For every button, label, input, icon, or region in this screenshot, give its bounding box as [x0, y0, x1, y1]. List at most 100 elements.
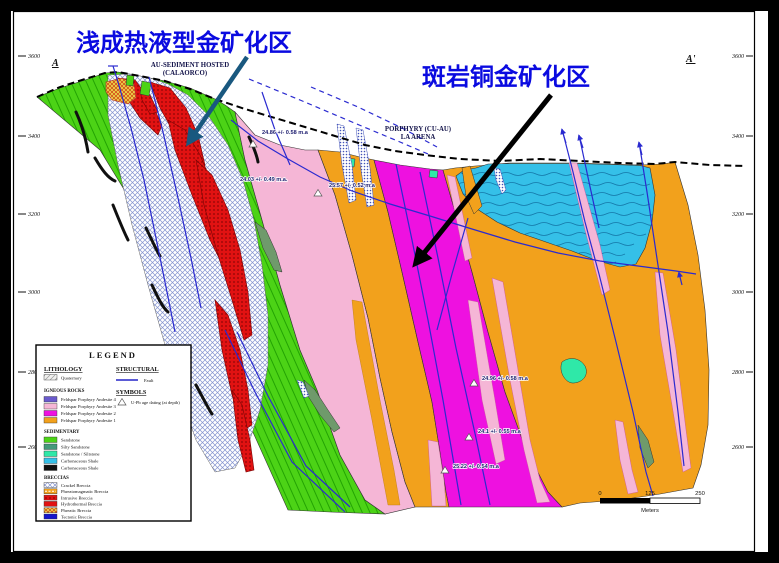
- porphyry-pointer-arrow: [412, 93, 553, 268]
- legend-igneous-header: IGNEOUS ROCKS: [44, 389, 85, 394]
- au-sediment-hosted-label: AU-SEDIMENT HOSTED: [151, 62, 229, 69]
- scale-tick-125: 125: [645, 491, 655, 497]
- calaorco-label: (CALAORCO): [163, 70, 207, 77]
- legend-item: Hydrothermal Breccia: [61, 502, 102, 507]
- scale-unit-label: Meters: [641, 508, 659, 514]
- age-label: 24.1 +/- 0.55 m.a: [478, 429, 522, 435]
- sandstone-siltstone-blob: [560, 358, 587, 384]
- elev-right-2800: 2800: [732, 370, 744, 376]
- section-marker-a: A: [51, 58, 59, 69]
- sandstone-key-2: [125, 74, 135, 87]
- legend-item: Carbonaceous Shale: [61, 466, 98, 471]
- scale-bar-white-half: [649, 497, 701, 504]
- upb-triangle-sample: [117, 397, 127, 406]
- legend-item: Feldspar Porphyry Andesite 4: [61, 397, 116, 402]
- elev-left-3400: 3400: [27, 133, 40, 140]
- swatch-andesite3: [43, 403, 58, 410]
- legend-item: Sandstone / Siltstone: [61, 452, 100, 457]
- swatch-carbonaceous-shale: [43, 457, 58, 464]
- legend-box: LEGEND LITHOLOGY Quaternary IGNEOUS ROCK…: [35, 344, 192, 522]
- swatch-intrusive-breccia: [43, 494, 58, 501]
- legend-item: Feldspar Porphyry Andesite 2: [61, 411, 116, 416]
- elev-right-3400: 3400: [731, 133, 744, 140]
- legend-item: Carbonaceous Shale: [61, 459, 98, 464]
- swatch-crackel-breccia: [43, 482, 58, 488]
- orange-ribbon: [351, 299, 401, 506]
- legend-structural-header: STRUCTURAL: [116, 366, 159, 373]
- scale-tick-250: 250: [695, 491, 705, 497]
- elev-right-3000: 3000: [731, 290, 744, 296]
- legend-item: Crackel Breccia: [61, 483, 90, 488]
- swatch-andesite4: [43, 396, 58, 403]
- legend-breccias-header: BRECCIAS: [44, 476, 69, 481]
- elevation-axis-left: 3600 3400 3200 3000 2800 2600: [18, 54, 40, 451]
- epithermal-zone-title: 浅成热液型金矿化区: [76, 29, 292, 57]
- sandstone-siltstone-small-2: [428, 169, 439, 179]
- elev-right-3200: 3200: [731, 212, 744, 218]
- legend-lithology-header: LITHOLOGY: [44, 366, 83, 373]
- age-label: 24.03 +/- 0.49 m.a.: [240, 177, 288, 183]
- swatch-quaternary: [43, 374, 58, 381]
- scale-bar: 0 125 250 Meters: [598, 491, 704, 514]
- age-label: 24.96 +/- 0.58 m.a: [482, 376, 529, 382]
- age-label: 25.22 +/- 0.54 m.a: [453, 464, 500, 470]
- swatch-andesite2: [43, 410, 58, 417]
- hydrothermal-breccia-bodies: [117, 77, 255, 473]
- swatch-sandstone-siltstone: [43, 450, 58, 457]
- legend-item: Sandstone: [61, 438, 80, 443]
- elev-left-3200: 3200: [27, 212, 40, 218]
- legend-symbols-header: SYMBOLS: [116, 389, 147, 396]
- upb-triangles: [248, 139, 479, 474]
- legend-item: Phreatic Breccia: [61, 508, 91, 513]
- swatch-andesite1: [43, 417, 58, 424]
- swatch-carbonaceous-dark: [43, 464, 58, 471]
- inner-frame: [12, 10, 756, 553]
- scale-tick-0: 0: [598, 491, 601, 497]
- porphyry-zone-title: 斑岩铜金矿化区: [422, 63, 590, 91]
- swatch-silty-sandstone: [43, 443, 58, 450]
- epithermal-pointer-arrow: [185, 55, 249, 147]
- legend-item-upb: U-Pb age dating (at depth): [131, 400, 180, 405]
- elevation-axis-right: 3600 3400 3200 3000 2800 2600: [731, 54, 753, 451]
- legend-title: LEGEND: [89, 350, 137, 360]
- swatch-phreatic-breccia: [43, 507, 58, 513]
- elev-left-3600: 3600: [27, 54, 40, 60]
- section-marker-a-prime: A': [685, 54, 696, 65]
- silty-sandstone-lens-1: [254, 221, 283, 273]
- legend-item: Intrusive Breccia: [61, 495, 93, 500]
- porphyry-cu-au-label: PORPHYRY (CU-AU): [385, 126, 451, 133]
- deposit-labels: AU-SEDIMENT HOSTED (CALAORCO) PORPHYRY (…: [151, 62, 451, 141]
- age-label: 25.57 +/- 0.52 m.a: [329, 183, 376, 189]
- topography-dashed-line: [36, 70, 747, 167]
- faults: [108, 65, 697, 513]
- legend-item: Tectonic Breccia: [61, 514, 92, 519]
- age-label: 24.86 +/- 0.58 m.a: [262, 130, 309, 136]
- swatch-sandstone: [43, 436, 58, 443]
- elev-right-3600: 3600: [731, 54, 744, 60]
- legend-sedimentary-header: SEDIMENTARY: [44, 430, 80, 435]
- age-label-texts: 24.86 +/- 0.58 m.a 24.03 +/- 0.49 m.a. 2…: [239, 129, 529, 470]
- legend-item: Silty Sandstone: [61, 445, 90, 450]
- scale-bar-black-half: [600, 498, 650, 504]
- legend-item: Phreatomagmatic Breccia: [61, 489, 108, 494]
- elev-left-2800: 2800: [28, 370, 40, 376]
- elev-left-3000: 3000: [27, 290, 40, 296]
- minor-patches: [254, 157, 655, 469]
- annotation-titles: 浅成热液型金矿化区 斑岩铜金矿化区: [76, 29, 590, 268]
- elev-right-2600: 2600: [732, 445, 744, 451]
- swatch-tectonic-breccia: [43, 513, 58, 520]
- swatch-hydrothermal-breccia: [43, 501, 58, 507]
- age-annotations: 24.86 +/- 0.58 m.a 24.03 +/- 0.49 m.a. 2…: [239, 129, 529, 474]
- elev-left-2600: 2600: [28, 445, 40, 451]
- legend-item-quaternary: Quaternary: [61, 376, 82, 381]
- legend-item-fault: Fault: [144, 378, 154, 383]
- la-arena-label: LA ARENA: [401, 134, 436, 141]
- sandstone-key-1: [139, 80, 152, 97]
- carbonaceous-lenses: [74, 110, 260, 416]
- section-markers: A A': [51, 54, 696, 69]
- legend-item: Feldspar Porphyry Andesite 1: [61, 418, 116, 423]
- legend-item: Feldspar Porphyry Andesite 3: [61, 404, 116, 409]
